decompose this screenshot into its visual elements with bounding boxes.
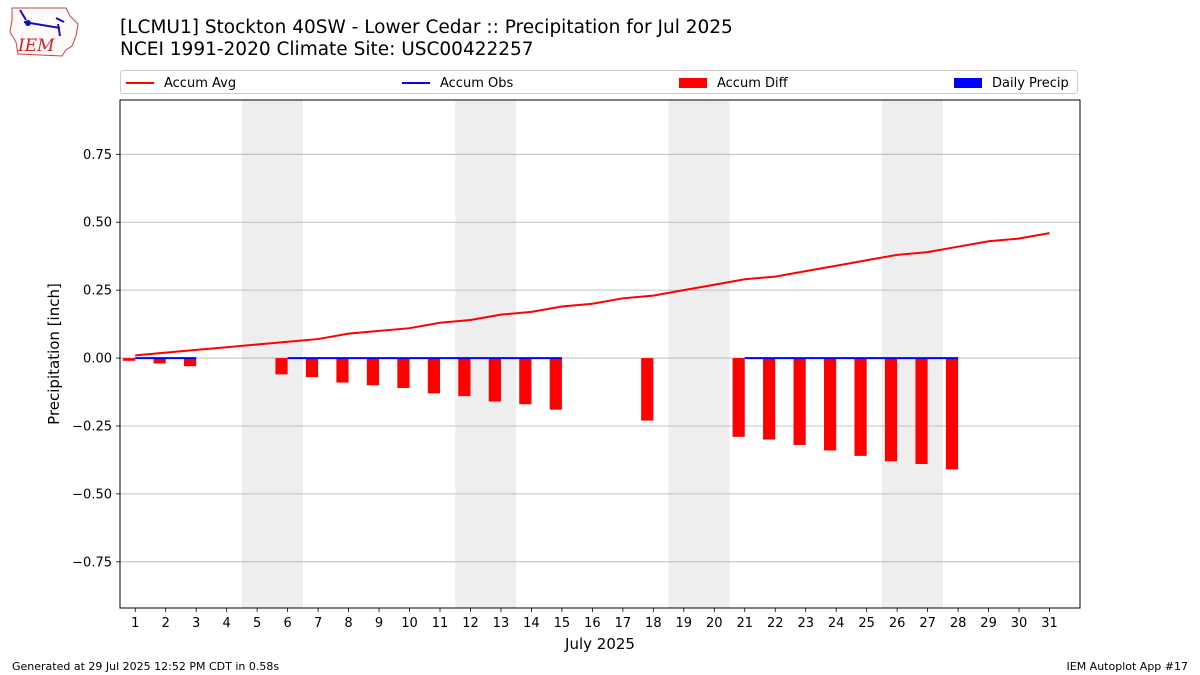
x-tick-label: 5 [253, 616, 261, 631]
x-tick-label: 14 [523, 616, 540, 631]
legend-item-daily-precip: Daily Precip [954, 74, 1069, 92]
x-tick-label: 25 [858, 616, 875, 631]
legend-swatch-daily-precip [954, 78, 982, 88]
x-tick-label: 22 [767, 616, 784, 631]
x-tick-label: 4 [223, 616, 231, 631]
accum-diff-bar [275, 358, 288, 375]
legend-swatch-accum-obs [402, 82, 430, 84]
accum-diff-bar [884, 358, 898, 462]
legend-label-accum-avg: Accum Avg [164, 75, 237, 91]
x-tick-label: 15 [554, 616, 571, 631]
accum-diff-bar [793, 358, 806, 446]
x-tick-label: 11 [432, 616, 449, 631]
legend-item-accum-avg: Accum Avg [126, 74, 236, 92]
accum-diff-bar [366, 358, 380, 386]
y-tick-label: 0.75 [83, 148, 112, 163]
x-tick-label: 10 [401, 616, 418, 631]
x-tick-label: 30 [1011, 616, 1028, 631]
x-tick-label: 12 [462, 616, 479, 631]
x-tick-label: 8 [344, 616, 352, 631]
legend-label-daily-precip: Daily Precip [992, 75, 1069, 91]
accum-diff-bar [153, 358, 166, 364]
x-tick-label: 26 [889, 616, 906, 631]
x-tick-label: 28 [950, 616, 967, 631]
accum-diff-bar [915, 358, 928, 465]
accum-diff-bar [549, 358, 562, 410]
y-tick-label: 0.00 [83, 352, 112, 367]
accum-diff-bar [945, 358, 959, 470]
chart-title: [LCMU1] Stockton 40SW - Lower Cedar :: P… [120, 17, 733, 38]
weekend-shade [241, 100, 303, 608]
accum-diff-bar [824, 358, 837, 451]
accum-diff-bar [519, 358, 532, 405]
x-tick-label: 19 [676, 616, 693, 631]
x-tick-label: 24 [828, 616, 845, 631]
x-tick-label: 1 [131, 616, 139, 631]
x-tick-label: 27 [919, 616, 936, 631]
x-axis-label: July 2025 [564, 635, 635, 653]
x-tick-label: 29 [980, 616, 997, 631]
x-tick-label: 20 [706, 616, 723, 631]
accum-avg-line [135, 232, 1050, 357]
plot-frame [119, 99, 1081, 609]
accum-diff-bar [488, 358, 501, 402]
y-tick-label: −0.25 [72, 419, 112, 434]
y-tick-label: −0.75 [72, 555, 112, 570]
weekend-shade [881, 100, 943, 608]
x-tick-label: 21 [736, 616, 753, 631]
accum-diff-bar [305, 358, 319, 378]
x-tick-label: 16 [584, 616, 601, 631]
x-tick-label: 17 [615, 616, 632, 631]
x-tick-label: 9 [375, 616, 383, 631]
weekend-shade [455, 100, 517, 608]
accum-diff-bar [184, 358, 197, 367]
x-tick-label: 3 [192, 616, 200, 631]
x-tick-label: 7 [314, 616, 322, 631]
x-tick-label: 23 [797, 616, 814, 631]
y-tick-label: 0.25 [83, 284, 112, 299]
accum-diff-bar [854, 358, 867, 456]
accum-diff-bar [397, 358, 410, 388]
accum-diff-bar [732, 358, 745, 437]
legend-label-accum-obs: Accum Obs [440, 75, 514, 91]
chart-legend: Accum Avg Accum Obs Accum Diff Daily Pre… [120, 70, 1078, 94]
legend-swatch-accum-diff [679, 78, 707, 88]
legend-item-accum-obs: Accum Obs [402, 74, 513, 92]
legend-item-accum-diff: Accum Diff [679, 74, 788, 92]
accum-diff-bar [123, 358, 136, 361]
x-tick-label: 6 [283, 616, 291, 631]
accum-diff-bar [458, 358, 471, 397]
y-tick-label: 0.50 [83, 216, 112, 231]
y-axis-label: Precipitation [inch] [45, 283, 63, 425]
x-tick-label: 13 [493, 616, 510, 631]
legend-label-accum-diff: Accum Diff [717, 75, 788, 91]
weekend-shade [668, 100, 730, 608]
y-tick-label: −0.50 [72, 487, 112, 502]
x-tick-label: 18 [645, 616, 662, 631]
svg-text:IEM: IEM [17, 36, 55, 56]
legend-swatch-accum-avg [126, 82, 154, 84]
iem-logo: IEM [9, 7, 79, 57]
footer-generated: Generated at 29 Jul 2025 12:52 PM CDT in… [12, 660, 280, 673]
accum-diff-bar [641, 358, 654, 421]
x-tick-label: 2 [162, 616, 170, 631]
accum-diff-bar [763, 358, 776, 440]
chart-subtitle: NCEI 1991-2020 Climate Site: USC00422257 [120, 39, 534, 60]
footer-app: IEM Autoplot App #17 [1066, 660, 1189, 673]
x-tick-label: 31 [1041, 616, 1058, 631]
accum-diff-bar [427, 358, 440, 394]
accum-diff-bar [336, 358, 349, 383]
